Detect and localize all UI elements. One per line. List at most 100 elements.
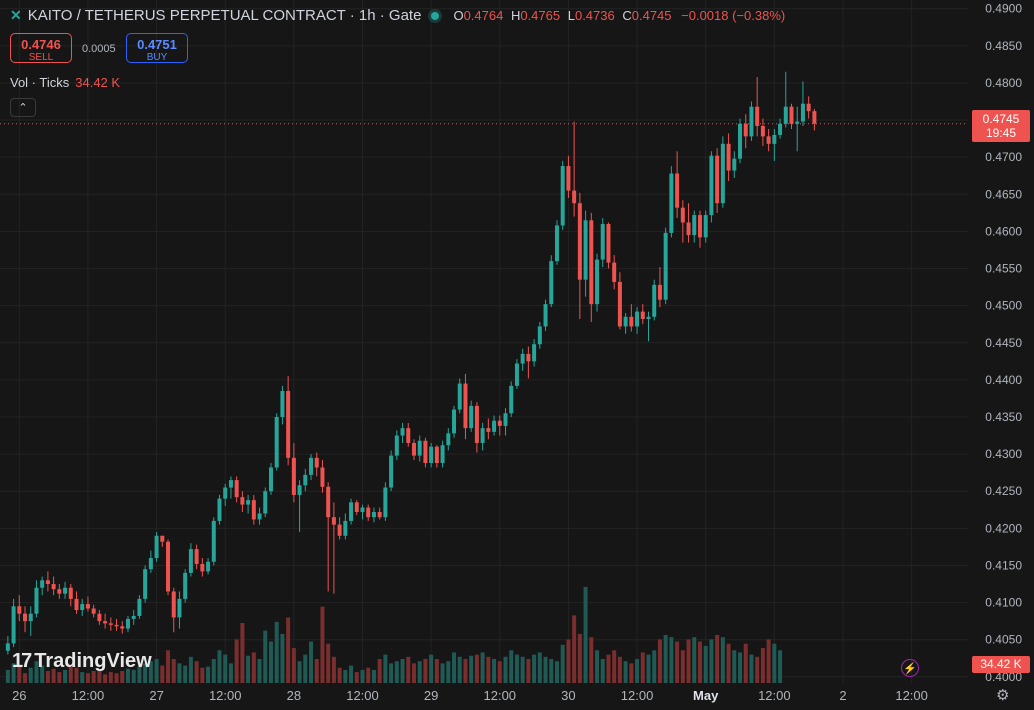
volume-bar: [154, 659, 159, 683]
tradingview-logo[interactable]: 17 TradingView: [12, 650, 152, 673]
candle-body: [572, 190, 577, 204]
candle-body: [11, 606, 16, 644]
volume-bar: [532, 654, 537, 683]
market-status-icon[interactable]: [431, 11, 440, 20]
candle-body: [566, 166, 571, 191]
time-tick-label: 30: [561, 688, 575, 703]
volume-bar: [589, 637, 594, 683]
candle-body: [371, 512, 376, 518]
candle-body: [577, 203, 582, 280]
candle-body: [812, 111, 817, 124]
volume-bar: [703, 645, 708, 683]
candle-body: [234, 480, 239, 498]
candle-body: [749, 106, 754, 137]
candle-body: [743, 123, 748, 137]
time-axis: 26 12:00 27 12:00 28 12:00 29 12:00 30 12:00 May 12…: [12, 688, 928, 703]
price-tick-label: 0.4900: [985, 2, 1022, 16]
candle-body: [760, 125, 765, 137]
volume-bar: [5, 669, 10, 683]
candle-body: [640, 311, 645, 320]
volume-bar: [297, 661, 302, 683]
candle-body: [68, 587, 73, 599]
price-tick-label: 0.4550: [985, 262, 1022, 276]
candle-body: [703, 215, 708, 238]
candle-body: [51, 584, 56, 590]
candle-body: [715, 155, 720, 204]
volume-bar: [457, 656, 462, 683]
candle-body: [188, 549, 193, 573]
volume-bar: [228, 663, 233, 683]
candle-body: [131, 615, 136, 619]
volume-bar: [560, 644, 565, 683]
volume-bar: [17, 666, 22, 683]
chart-header: ✕ KAITO / TETHERUS PERPETUAL CONTRACT · …: [10, 7, 785, 24]
volume-bar: [680, 650, 685, 683]
candle-body: [183, 572, 188, 599]
candle-body: [652, 284, 657, 317]
volume-legend-value: 34.42 K: [75, 75, 121, 90]
symbol-title[interactable]: KAITO / TETHERUS PERPETUAL CONTRACT · 1h…: [27, 7, 422, 24]
volume-bar: [280, 633, 285, 683]
candle-body: [383, 487, 388, 518]
candle-body: [103, 621, 108, 624]
candle-body: [738, 123, 743, 159]
volume-bar: [480, 652, 485, 683]
close-value: 0.4745: [631, 8, 672, 23]
candle-body: [783, 106, 788, 124]
volume-bar: [125, 668, 130, 683]
candle-body: [148, 558, 153, 570]
high-value: 0.4765: [520, 8, 561, 23]
volume-bar: [57, 672, 62, 683]
volume-legend[interactable]: Vol · Ticks 34.42 K: [10, 75, 120, 90]
volume-bar: [131, 669, 136, 683]
open-value: 0.4764: [463, 8, 504, 23]
volume-bar: [74, 667, 79, 683]
candle-body: [331, 517, 336, 525]
volume-bar: [263, 630, 268, 683]
volume-bar: [446, 661, 451, 683]
sell-button[interactable]: 0.4746 SELL: [10, 33, 72, 63]
change-value: −0.0018 (−0.38%): [681, 8, 786, 23]
chevron-up-icon[interactable]: ⌃: [10, 98, 36, 117]
logo-text: TradingView: [34, 650, 152, 672]
lightning-icon[interactable]: ⚡: [901, 659, 919, 677]
volume-bar: [246, 655, 251, 683]
candle-body: [268, 467, 273, 492]
volume-bar: [171, 659, 176, 683]
price-tick-label: 0.4050: [985, 633, 1022, 647]
candle-body: [240, 497, 245, 505]
price-tick-label: 0.4100: [985, 596, 1022, 610]
volume-bar: [629, 663, 634, 683]
candle-body: [554, 225, 559, 262]
crossed-arrows-icon[interactable]: ✕: [10, 7, 22, 23]
volume-bar: [143, 663, 148, 683]
buy-button[interactable]: 0.4751 BUY: [126, 33, 188, 63]
candle-body: [406, 428, 411, 443]
candle-body: [337, 524, 342, 536]
candle-body: [629, 316, 634, 327]
candle-body: [526, 353, 531, 362]
price-tick-label: 0.4800: [985, 76, 1022, 90]
volume-bar: [97, 669, 102, 683]
volume-bar: [474, 654, 479, 683]
candle-body: [91, 608, 96, 614]
candle-body: [200, 563, 205, 572]
low-label: L: [567, 8, 575, 23]
candle-body: [686, 222, 691, 236]
candle-body: [595, 259, 600, 305]
volume-bar: [617, 656, 622, 683]
candle-body: [177, 598, 182, 618]
candle-body: [497, 420, 502, 426]
price-tick-label: 0.4850: [985, 39, 1022, 53]
candle-body: [291, 457, 296, 495]
volume-bar: [760, 648, 765, 683]
volume-bar: [291, 648, 296, 683]
volume-bar: [652, 650, 657, 683]
volume-bar: [343, 669, 348, 683]
volume-bar: [452, 652, 457, 683]
gear-icon[interactable]: ⚙: [996, 687, 1010, 704]
volume-bar: [240, 623, 245, 683]
candle-body: [509, 385, 514, 414]
candle-body: [343, 520, 348, 536]
